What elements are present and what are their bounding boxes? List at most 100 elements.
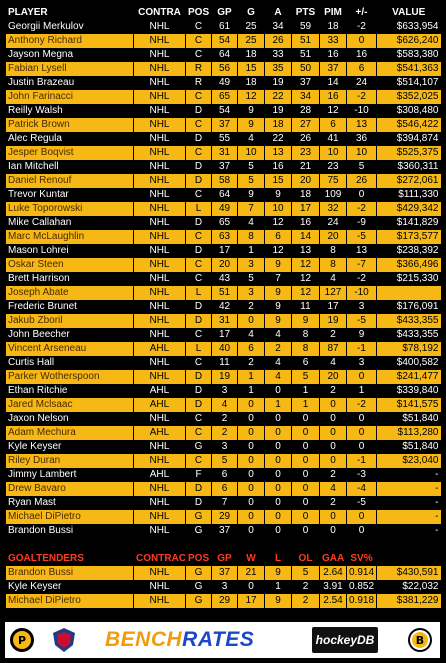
cell-games-played: 11 bbox=[211, 356, 238, 370]
cell-assists: 22 bbox=[264, 132, 292, 146]
cell-assists: 35 bbox=[264, 62, 292, 76]
cell-contract-league: NHL bbox=[133, 482, 186, 496]
cell-points: 6 bbox=[291, 356, 320, 370]
cell-player-name: Drew Bavaro bbox=[5, 482, 134, 496]
col-value: VALUE bbox=[376, 6, 441, 20]
cell-player-name: Jakub Zboril bbox=[5, 314, 134, 328]
col-a: A bbox=[264, 6, 292, 20]
cell-plus-minus: 0 bbox=[346, 188, 377, 202]
col-g: G bbox=[237, 6, 265, 20]
cell-points: 51 bbox=[291, 34, 320, 48]
cell-contract-league: NHL bbox=[133, 356, 186, 370]
cell-games-played: 54 bbox=[211, 34, 238, 48]
cell-games-played: 29 bbox=[211, 510, 238, 524]
cell-goalie-name: Michael DiPietro bbox=[5, 594, 134, 608]
cell-contract-league: AHL bbox=[133, 398, 186, 412]
cell-player-name: Brandon Bussi bbox=[5, 524, 134, 538]
cell-contract-league: NHL bbox=[133, 300, 186, 314]
cell-points: 51 bbox=[291, 48, 320, 62]
cell-games-played: 61 bbox=[211, 20, 238, 34]
cell-contract-league: AHL bbox=[133, 342, 186, 356]
cell-position: D bbox=[185, 174, 212, 188]
cell-overtime-losses: 2 bbox=[291, 580, 320, 594]
cell-value: $176,091 bbox=[376, 300, 441, 314]
skater-row: Ryan Mast NHL D 7 0 0 0 2 -5- bbox=[5, 496, 441, 510]
cell-penalty-minutes: 8 bbox=[319, 258, 347, 272]
cell-plus-minus: 16 bbox=[346, 48, 377, 62]
cell-goals: 4 bbox=[237, 216, 265, 230]
cell-position: D bbox=[185, 314, 212, 328]
cell-contract-league: NHL bbox=[133, 244, 186, 258]
skater-row: Jayson Megna NHL C 64 18 33 51 16 16 $583,380 bbox=[5, 48, 441, 62]
cell-plus-minus: 0 bbox=[346, 510, 377, 524]
cell-games-played: 17 bbox=[211, 244, 238, 258]
cell-games-played: 3 bbox=[211, 384, 238, 398]
cell-assists: 0 bbox=[264, 510, 292, 524]
cell-games-played: 37 bbox=[211, 118, 238, 132]
cell-points: 1 bbox=[291, 384, 320, 398]
cell-penalty-minutes: 0 bbox=[319, 426, 347, 440]
col-gp: GP bbox=[211, 6, 238, 20]
cell-assists: 9 bbox=[264, 188, 292, 202]
cell-value: $381,229 bbox=[376, 594, 441, 608]
cell-plus-minus: 3 bbox=[346, 356, 377, 370]
skater-row: Riley Duran NHL C 5 0 0 0 0 -1 $23,040 bbox=[5, 454, 441, 468]
skater-rows: Georgii Merkulov NHL C 61 25 34 59 18 -2 $633,954… bbox=[5, 20, 441, 538]
cell-plus-minus: -2 bbox=[346, 20, 377, 34]
cell-assists: 0 bbox=[264, 426, 292, 440]
cell-contract-league: NHL bbox=[133, 328, 186, 342]
cell-goals: 0 bbox=[237, 468, 265, 482]
cell-plus-minus: -2 bbox=[346, 90, 377, 104]
col-contract: CONTRA bbox=[133, 6, 186, 20]
cell-goals: 7 bbox=[237, 202, 265, 216]
cell-contract-league: NHL bbox=[133, 230, 186, 244]
cell-position: D bbox=[185, 216, 212, 230]
cell-plus-minus: 0 bbox=[346, 34, 377, 48]
skater-row: Curtis Hall NHL C 11 2 4 6 4 3 $400,582 bbox=[5, 356, 441, 370]
cell-points: 5 bbox=[291, 370, 320, 384]
cell-assists: 7 bbox=[264, 272, 292, 286]
cell-position: D bbox=[185, 384, 212, 398]
cell-points: 0 bbox=[291, 454, 320, 468]
cell-position: C bbox=[185, 118, 212, 132]
cell-assists: 9 bbox=[264, 258, 292, 272]
cell-games-played: 20 bbox=[211, 258, 238, 272]
cell-plus-minus: 26 bbox=[346, 174, 377, 188]
cell-position: C bbox=[185, 146, 212, 160]
cell-games-played: 58 bbox=[211, 174, 238, 188]
cell-value: $272,061 bbox=[376, 174, 441, 188]
col-player: PLAYER bbox=[5, 6, 134, 20]
cell-position: C bbox=[185, 272, 212, 286]
cell-plus-minus: 5 bbox=[346, 160, 377, 174]
cell-assists: 34 bbox=[264, 20, 292, 34]
cell-goals: 8 bbox=[237, 230, 265, 244]
cell-games-played: 17 bbox=[211, 328, 238, 342]
cell-games-played: 6 bbox=[211, 468, 238, 482]
cell-goals: 1 bbox=[237, 244, 265, 258]
cell-points: 0 bbox=[291, 468, 320, 482]
skater-row: Ian Mitchell NHL D 37 5 16 21 23 5 $360,311 bbox=[5, 160, 441, 174]
cell-penalty-minutes: 6 bbox=[319, 118, 347, 132]
cell-value: $633,954 bbox=[376, 20, 441, 34]
cell-player-name: Parker Wotherspoon bbox=[5, 370, 134, 384]
cell-penalty-minutes: 18 bbox=[319, 20, 347, 34]
cell-position: C bbox=[185, 48, 212, 62]
cell-value: $141,829 bbox=[376, 216, 441, 230]
cell-contract-league: NHL bbox=[133, 132, 186, 146]
cell-penalty-minutes: 109 bbox=[319, 188, 347, 202]
cell-penalty-minutes: 20 bbox=[319, 230, 347, 244]
cell-value: $525,375 bbox=[376, 146, 441, 160]
cell-contract-league: NHL bbox=[133, 90, 186, 104]
ahl-logo-icon bbox=[53, 628, 75, 652]
cell-assists: 0 bbox=[264, 384, 292, 398]
svg-text:B: B bbox=[416, 634, 424, 647]
cell-contract-league: NHL bbox=[133, 258, 186, 272]
hockeydb-logo: hockeyDB bbox=[312, 627, 378, 653]
cell-goals: 9 bbox=[237, 118, 265, 132]
cell-contract-league: NHL bbox=[133, 216, 186, 230]
cell-position: D bbox=[185, 482, 212, 496]
cell-goals-against-average: 3.91 bbox=[319, 580, 347, 594]
cell-games-played: 56 bbox=[211, 62, 238, 76]
cell-plus-minus: -1 bbox=[346, 454, 377, 468]
skater-row: Anthony Richard NHL C 54 25 26 51 33 0 $626,240 bbox=[5, 34, 441, 48]
